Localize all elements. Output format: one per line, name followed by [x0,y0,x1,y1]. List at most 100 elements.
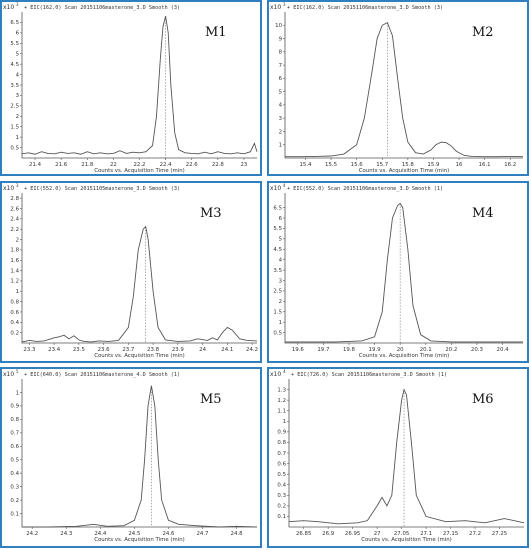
x-tick-label: 23.5 [73,347,85,353]
y-tick-label: 0.2 [10,330,19,336]
x-tick-label: 22.4 [160,162,173,168]
y-tick-label: 0.8 [10,417,19,423]
y-tick-label: 4 [16,72,20,78]
y-tick-label: 4.5 [273,247,282,253]
y-tick-label: 2.5 [273,289,282,295]
chart-panel-m5: x10 5 + EIC(640.0) Scan 20151106masterone_… [0,367,262,548]
y-tick-label: 9 [279,36,283,42]
y-tick-label: 8 [279,50,283,56]
x-tick-label: 23.4 [48,347,61,353]
panel-frame [267,367,529,548]
trace-header: + EIC(726.0) Scan 20151106masterone_3.D … [291,372,447,378]
x-axis-label: Counts vs. Acquisition Time (min) [361,537,451,543]
x-tick-label: 15.6 [351,162,364,168]
y-tick-label: 1.2 [10,279,19,285]
y-exponent-power: 5 [16,369,19,374]
y-tick-label: 3.5 [10,83,19,89]
y-tick-label: 1 [279,320,282,326]
y-exponent-label: x10 [3,4,14,11]
y-tick-label: 0.3 [277,493,286,499]
x-tick-label: 16 [456,162,463,168]
x-tick-label: 26.9 [322,531,335,537]
chart-panel-m2: x10 3 + EIC(162.0) Scan 20151106masterone_… [267,0,529,176]
x-tick-label: 24.7 [196,531,208,537]
compound-label: M3 [200,206,222,221]
x-tick-label: 23.3 [23,347,35,353]
chart-svg: x10 3+ EIC(162.0) Scan 20151106masterone_… [0,0,262,176]
x-axis-label: Counts vs. Acquisition Time (min) [359,353,449,359]
y-exponent-label: x10 [3,371,14,378]
y-exponent-power: 3 [283,2,286,7]
chart-svg: x10 5 + EIC(640.0) Scan 20151106masterone_… [0,367,262,548]
y-tick-label: 6.5 [273,205,282,211]
x-tick-label: 15.8 [402,162,415,168]
x-tick-label: 24.1 [221,347,233,353]
y-tick-label: 0.7 [10,431,19,437]
y-tick-label: 2 [279,129,282,135]
y-tick-label: 1.4 [10,268,19,274]
y-tick-label: 0.5 [273,330,282,336]
x-tick-label: 22.6 [186,162,199,168]
chromatogram-trace [22,385,258,528]
x-tick-label: 23 [241,162,248,168]
x-tick-label: 23.8 [147,347,160,353]
y-tick-label: 0.3 [10,484,19,490]
x-tick-label: 22.8 [212,162,225,168]
compound-label: M2 [472,25,494,40]
y-tick-label: 0.6 [277,461,286,467]
x-tick-label: 24.6 [162,531,175,537]
x-tick-label: 20.4 [497,347,510,353]
y-tick-label: 3 [279,116,282,122]
y-tick-label: 1.1 [277,409,286,415]
y-tick-label: 6.5 [10,20,19,26]
x-tick-label: 26.85 [296,531,311,537]
x-tick-label: 27.05 [394,531,409,537]
y-tick-label: 5 [279,237,282,243]
compound-label: M5 [200,392,222,407]
trace-header: + EIC(162.0) Scan 20151106masterone_3.D … [287,5,443,11]
x-tick-label: 24.8 [231,531,244,537]
y-tick-label: 3.5 [273,268,282,274]
axes [288,379,524,528]
x-tick-label: 16.1 [479,162,491,168]
x-tick-label: 20.1 [420,347,432,353]
y-tick-label: 3 [279,278,282,284]
x-tick-label: 15.5 [325,162,337,168]
panel-frame [0,181,262,363]
y-exponent-power: 3 [16,2,19,7]
x-tick-label: 24.2 [246,347,258,353]
x-axis-label: Counts vs. Acquisition Time (min) [94,353,184,359]
x-tick-label: 27.1 [420,531,432,537]
y-exponent-label: x10 [3,185,14,192]
x-tick-label: 23.6 [98,347,111,353]
y-tick-label: 6 [16,31,20,37]
x-tick-label: 20.2 [445,347,457,353]
x-tick-label: 26.95 [345,531,360,537]
y-tick-label: 2.5 [10,104,19,110]
chart-svg: x10 3 + EIC(552.0) Scan 20151105masterone_… [0,181,262,363]
x-tick-label: 24.4 [94,531,107,537]
x-tick-label: 22 [110,162,117,168]
y-tick-label: 0.2 [10,498,19,504]
x-tick-label: 24.3 [60,531,72,537]
y-tick-label: 0.8 [10,299,19,305]
x-tick-label: 20.3 [471,347,483,353]
trace-header: + EIC(552.0) Scan 20151106masterone_3.D … [287,186,443,192]
y-tick-label: 0.1 [10,511,19,517]
chart-panel-m6: x10 4 + EIC(726.0) Scan 20151106masterone_… [267,367,529,548]
y-tick-label: 1.2 [277,398,286,404]
y-tick-label: 1 [16,135,19,141]
chart-panel-m1: x10 3 + EIC(162.0) Scan 20151106masterone_… [0,0,262,176]
chromatogram-trace [21,16,258,155]
chart-svg: x10 4+ EIC(552.0) Scan 20151106masterone_… [267,181,529,363]
x-tick-label: 15.7 [376,162,388,168]
trace-header: + EIC(640.0) Scan 20151106masterone_4.D … [24,372,180,378]
y-tick-label: 2.8 [10,196,19,202]
y-tick-label: 2 [16,114,19,120]
y-tick-label: 1.3 [277,387,286,393]
chromatogram-trace [285,202,523,343]
compound-label: M1 [205,25,227,40]
y-tick-label: 5.5 [10,41,19,47]
y-tick-label: 1.5 [273,310,282,316]
x-tick-label: 19.9 [369,347,382,353]
